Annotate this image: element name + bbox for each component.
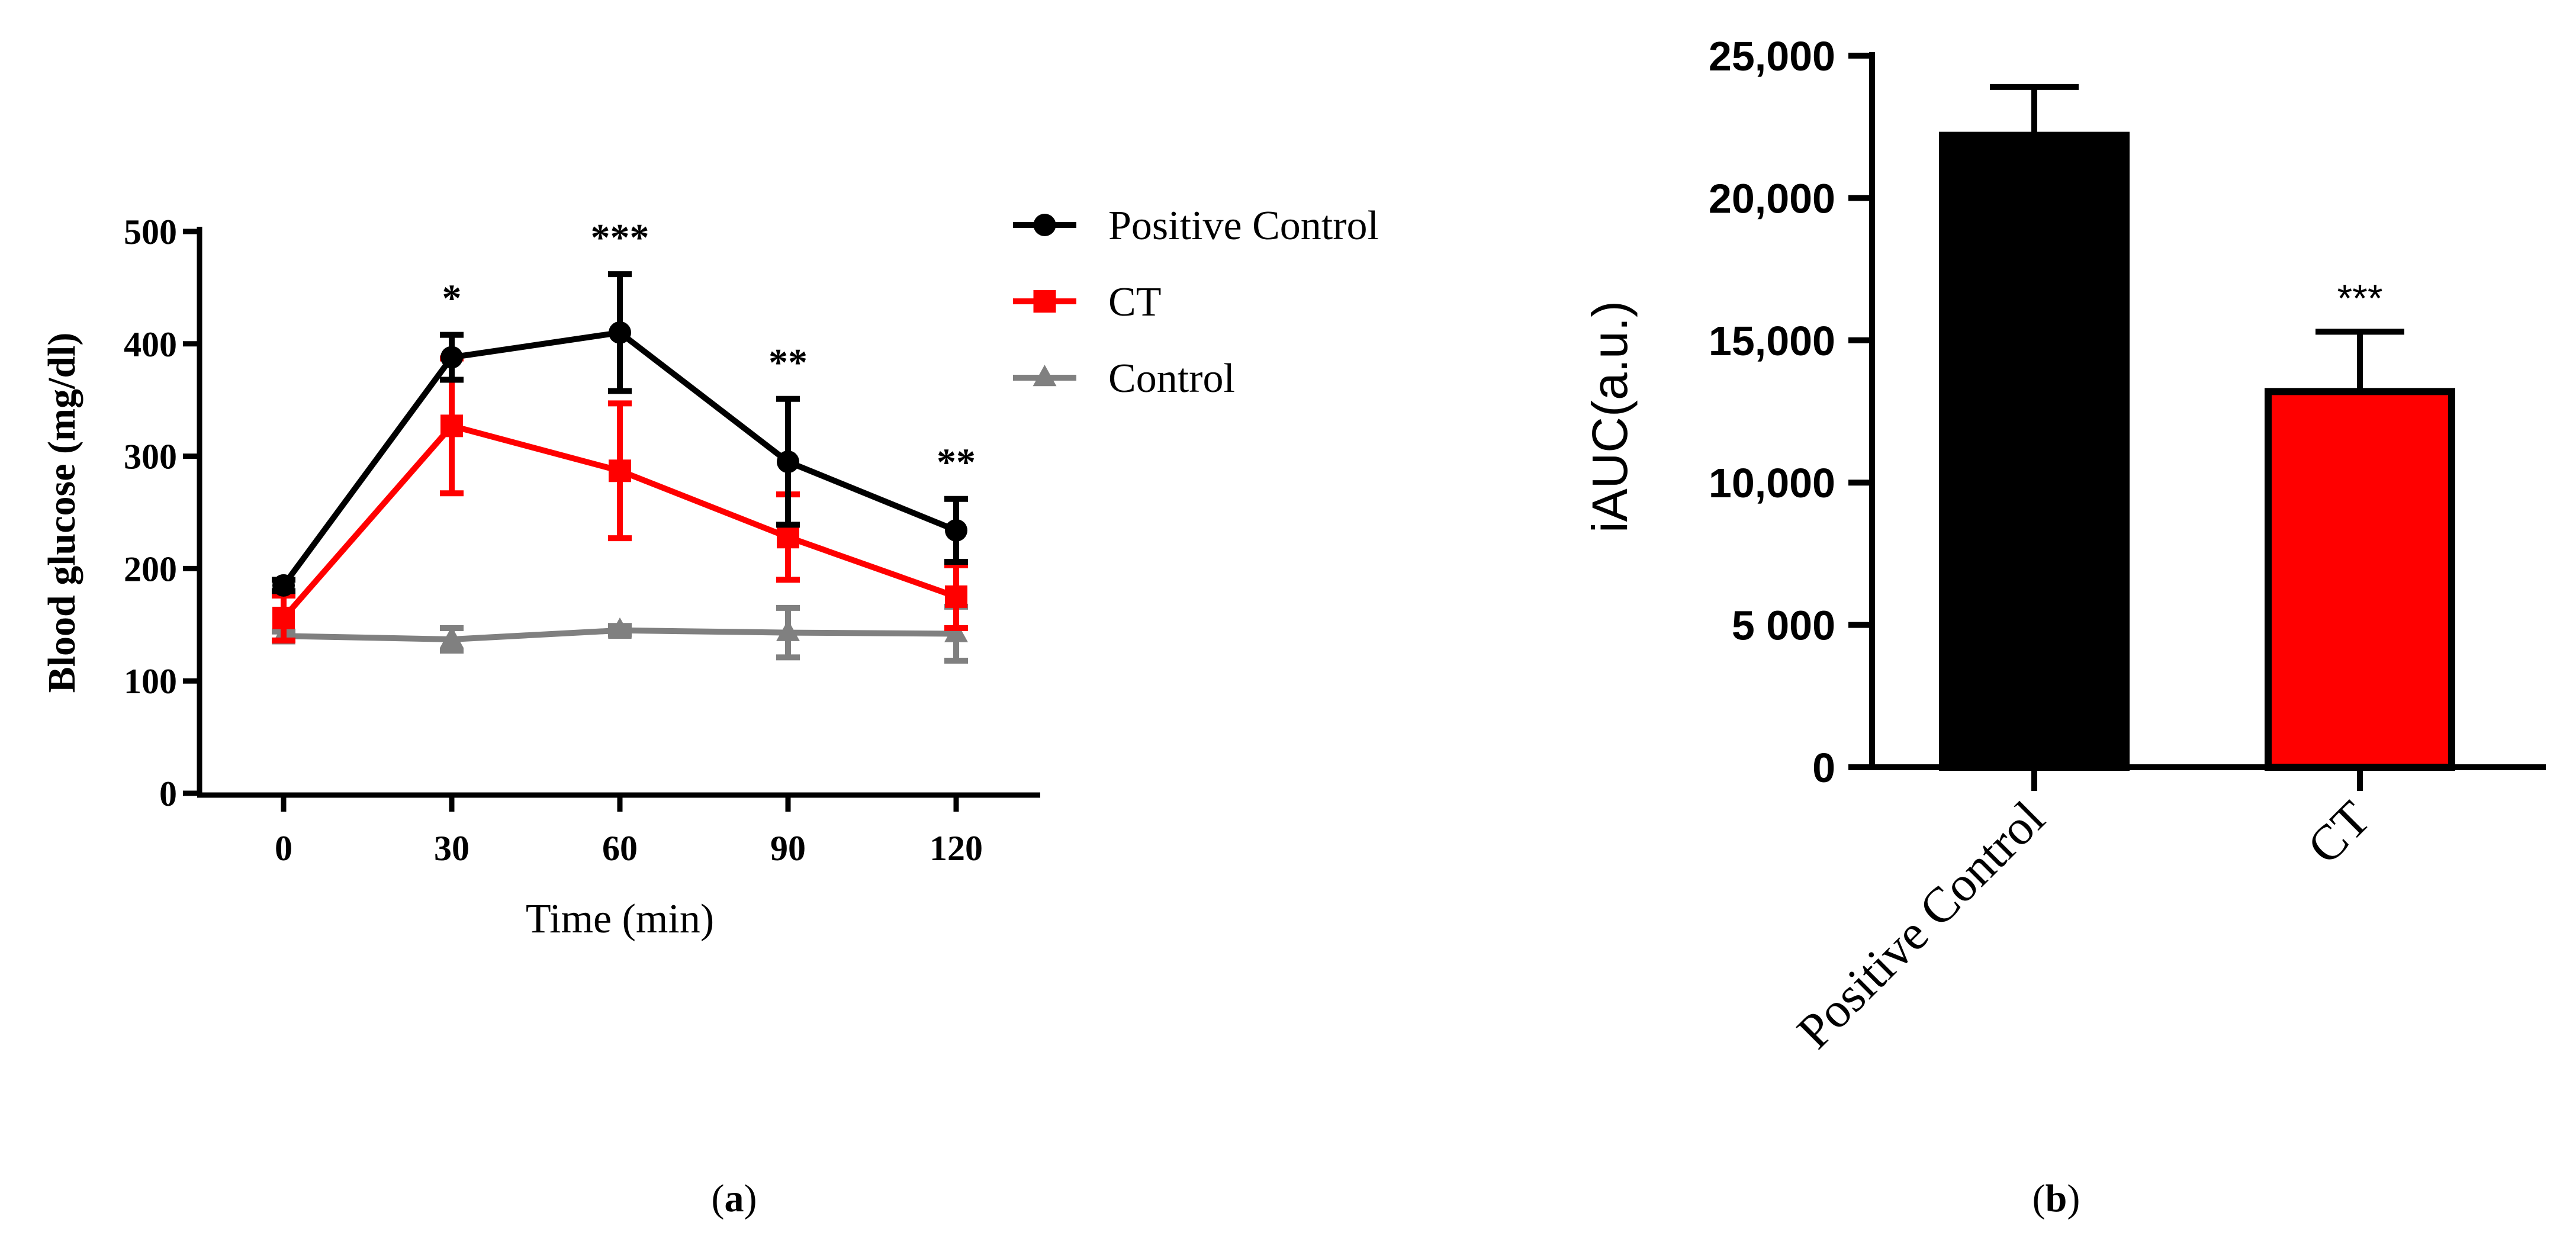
legend-label: Control bbox=[1108, 356, 1235, 401]
panel-label-b: (b) bbox=[2033, 1177, 2080, 1220]
legend-marker bbox=[1033, 214, 1056, 236]
y-tick-label: 300 bbox=[124, 437, 177, 477]
paren-close: ) bbox=[2067, 1177, 2080, 1220]
series-ct bbox=[272, 355, 968, 644]
legend-marker bbox=[1033, 290, 1056, 313]
paren-close: ) bbox=[744, 1177, 757, 1220]
series-positive-control bbox=[272, 271, 968, 597]
x-tick-label: 90 bbox=[770, 829, 806, 868]
panel-a-line-chart: 0 100 200 300 400 500 0 30 60 90 120 Time (min) Bloo… bbox=[40, 203, 1379, 1220]
legend-label: Positive Control bbox=[1108, 203, 1379, 249]
y-axis-title: iAUC(a.u.) bbox=[1582, 301, 1638, 533]
x-tick-label: CT bbox=[2297, 791, 2381, 875]
panel-label-a: (a) bbox=[712, 1177, 757, 1220]
data-point bbox=[777, 526, 799, 549]
legend-item: Positive Control bbox=[1013, 203, 1379, 249]
significance-marker: *** bbox=[591, 216, 649, 259]
data-point bbox=[777, 451, 799, 474]
data-point bbox=[776, 619, 800, 641]
y-axis-title: Blood glucose (mg/dl) bbox=[40, 333, 83, 693]
x-tick-label: 30 bbox=[434, 829, 469, 868]
y-tick-label: 200 bbox=[124, 549, 177, 588]
y-tick-label: 20,000 bbox=[1709, 175, 1835, 221]
data-point bbox=[945, 519, 967, 542]
data-point bbox=[440, 626, 464, 648]
x-tick-label: Positive Control bbox=[1787, 791, 2056, 1060]
significance-marker: * bbox=[442, 277, 462, 320]
legend-item: CT bbox=[1013, 279, 1161, 325]
data-point bbox=[272, 574, 295, 597]
legend: Positive Control CT Control bbox=[1013, 203, 1379, 401]
bar bbox=[1939, 131, 2130, 771]
data-point bbox=[945, 585, 967, 608]
data-point bbox=[944, 620, 968, 642]
paren-open: ( bbox=[2033, 1177, 2046, 1220]
y-tick-label: 5 000 bbox=[1732, 603, 1835, 649]
data-point bbox=[609, 459, 631, 482]
data-point bbox=[272, 606, 295, 629]
bar-group-ct: CT bbox=[2265, 329, 2455, 875]
x-tick-label: 120 bbox=[930, 829, 983, 868]
y-tick-label: 0 bbox=[159, 774, 177, 813]
significance-marker: *** bbox=[2337, 276, 2382, 320]
legend-label: CT bbox=[1108, 279, 1161, 325]
x-axis-title: Time (min) bbox=[526, 896, 714, 942]
legend-item: Control bbox=[1013, 356, 1235, 401]
y-tick-label: 500 bbox=[124, 213, 177, 252]
significance-marker: ** bbox=[937, 441, 976, 484]
y-tick-label: 0 bbox=[1812, 745, 1835, 791]
series-control bbox=[272, 603, 968, 664]
data-point bbox=[440, 414, 463, 437]
y-tick-label: 25,000 bbox=[1709, 33, 1835, 79]
data-point bbox=[609, 321, 631, 344]
data-point bbox=[440, 346, 463, 369]
bar-group-positive-control: Positive Control bbox=[1787, 83, 2130, 1060]
bar bbox=[2265, 388, 2455, 771]
data-point bbox=[608, 617, 632, 639]
panel-b-bar-chart: 0 5 000 10,000 15,000 20,000 25,000 iAUC(a.u.)… bbox=[1582, 33, 2546, 1220]
significance-marker: ** bbox=[768, 341, 808, 384]
y-tick-label: 400 bbox=[124, 325, 177, 364]
y-tick-label: 10,000 bbox=[1709, 460, 1835, 506]
y-tick-label: 15,000 bbox=[1709, 318, 1835, 364]
x-tick-label: 60 bbox=[602, 829, 638, 868]
y-tick-label: 100 bbox=[124, 662, 177, 701]
paren-open: ( bbox=[712, 1177, 725, 1220]
panel-label-letter: a bbox=[725, 1177, 744, 1220]
x-tick-label: 0 bbox=[275, 829, 292, 868]
legend-marker bbox=[1033, 365, 1057, 387]
panel-label-letter: b bbox=[2046, 1177, 2067, 1220]
